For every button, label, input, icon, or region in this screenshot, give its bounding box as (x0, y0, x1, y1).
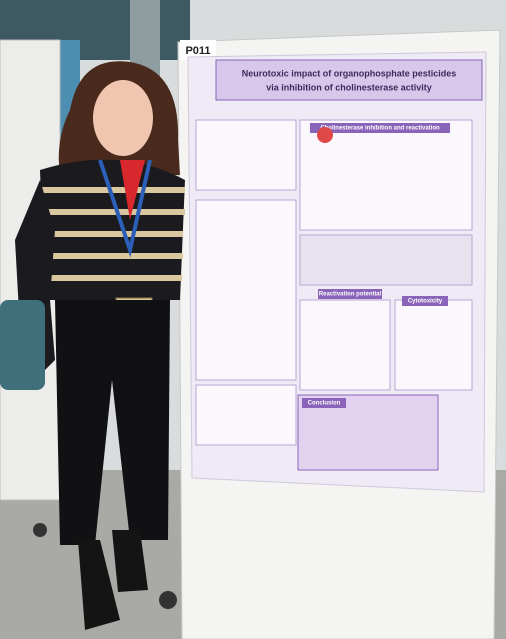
wheel (33, 523, 47, 537)
section-header (310, 123, 450, 133)
board-label: P011 (185, 45, 210, 57)
section-header (318, 289, 382, 299)
section-header (402, 296, 448, 306)
poster-title: Neurotoxic impact of organophosphate pes… (242, 68, 457, 78)
text-block (195, 384, 297, 446)
text-block (394, 299, 473, 391)
pants (55, 300, 170, 545)
boot (112, 530, 148, 592)
ribbon (120, 160, 145, 220)
wheel (159, 591, 177, 609)
text-block (195, 199, 297, 381)
board-label-bg (180, 40, 216, 60)
boot (78, 540, 120, 630)
lanyard (98, 159, 152, 258)
section-title: Conclusion (308, 401, 341, 407)
poster-title: via inhibition of cholinesterase activit… (266, 82, 432, 92)
sweater (40, 159, 185, 300)
section-title: Reactivation potential (319, 292, 382, 298)
text-block (299, 299, 391, 391)
section-title: Cholinesterase inhibition and reactivati… (320, 126, 440, 132)
face (93, 80, 153, 156)
bag (0, 300, 45, 390)
title-bar (215, 59, 483, 101)
text-block (195, 119, 297, 191)
section-title: Cytotoxicity (408, 299, 443, 305)
section-header (302, 398, 346, 408)
stripes (36, 187, 185, 281)
figure-block (299, 234, 473, 286)
icon (317, 127, 333, 143)
